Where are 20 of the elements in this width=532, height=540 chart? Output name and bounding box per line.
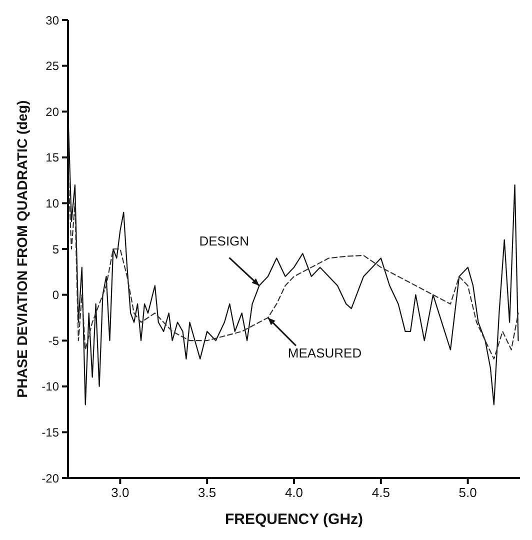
- x-tick-label: 4.5: [372, 485, 390, 500]
- y-tick-label: 30: [46, 13, 60, 28]
- x-axis-title: FREQUENCY (GHz): [224, 511, 364, 528]
- y-tick-label: 15: [46, 150, 60, 165]
- y-tick-label: -15: [42, 425, 60, 440]
- y-tick-label: -10: [42, 380, 60, 394]
- x-tick-label: 5.0: [458, 485, 477, 500]
- y-tick-label: 20: [46, 104, 60, 119]
- y-tick-label: -20: [42, 471, 60, 486]
- annotation: MEASURED: [288, 346, 362, 361]
- y-tick-label: 0: [52, 288, 60, 302]
- y-tick-label: 25: [46, 59, 60, 74]
- y-tick-label: -5: [48, 334, 60, 348]
- y-tick-label: 10: [46, 196, 60, 210]
- y-tick-label: 5: [52, 242, 60, 256]
- x-tick-label: 3.5: [198, 485, 216, 500]
- annotation: DESIGN: [199, 234, 250, 249]
- x-tick-label: 3.0: [111, 485, 130, 500]
- y-axis-title: PHASE DEVIATION FROM QUADRATIC (deg): [14, 100, 30, 398]
- x-tick-label: 4.0: [284, 485, 304, 500]
